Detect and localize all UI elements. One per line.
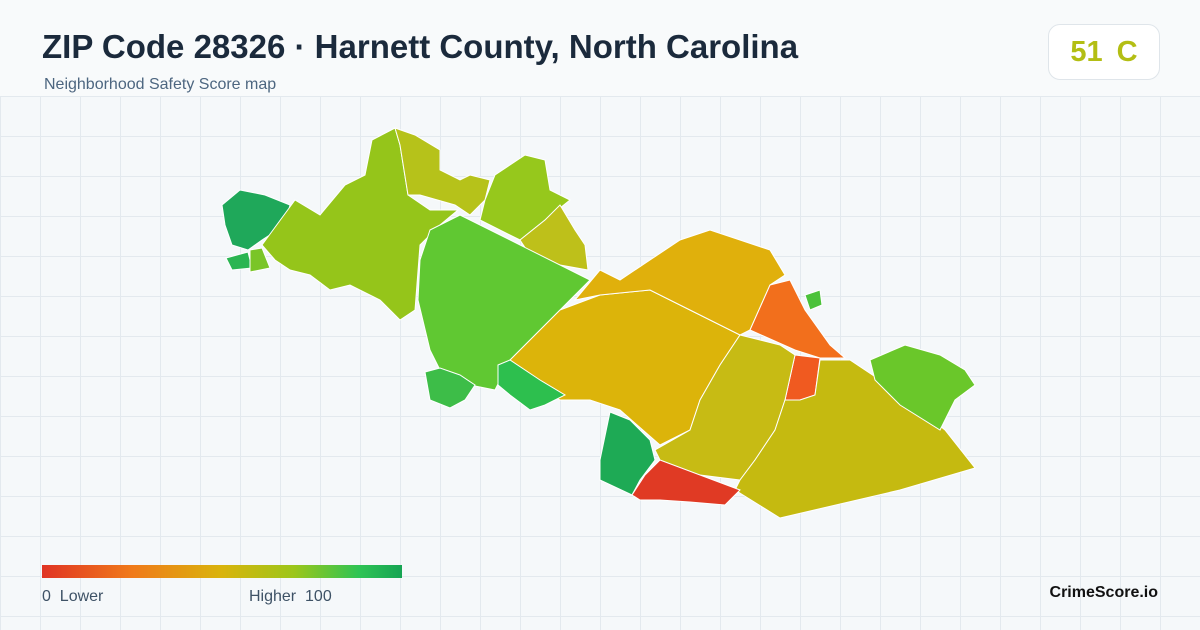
score-badge: 51 C — [1048, 24, 1160, 80]
region — [424, 367, 476, 409]
legend-max-label: Higher — [249, 588, 297, 605]
region — [417, 214, 591, 391]
region — [631, 459, 741, 506]
legend-max-value: 100 — [305, 588, 332, 605]
legend-min: 0 Lower — [42, 588, 103, 606]
region — [804, 289, 823, 311]
region — [573, 229, 786, 336]
region — [869, 344, 976, 431]
region — [225, 251, 253, 271]
region — [394, 127, 491, 216]
header — [0, 0, 1200, 96]
region — [249, 247, 271, 273]
legend-min-value: 0 — [42, 588, 51, 605]
legend-gradient — [42, 565, 402, 578]
legend-max: Higher 100 — [249, 588, 332, 606]
region — [479, 154, 571, 241]
brand: CrimeScore.io — [1049, 584, 1158, 601]
region — [749, 279, 847, 359]
score-grade: C — [1116, 35, 1138, 68]
region — [599, 411, 656, 496]
title: ZIP Code 28326 · Harnett County, North C… — [42, 28, 799, 65]
subtitle: Neighborhood Safety Score map — [44, 76, 277, 93]
region — [497, 359, 567, 411]
region — [261, 127, 460, 321]
legend-min-label: Lower — [59, 588, 104, 605]
score-value: 51 — [1070, 35, 1103, 68]
